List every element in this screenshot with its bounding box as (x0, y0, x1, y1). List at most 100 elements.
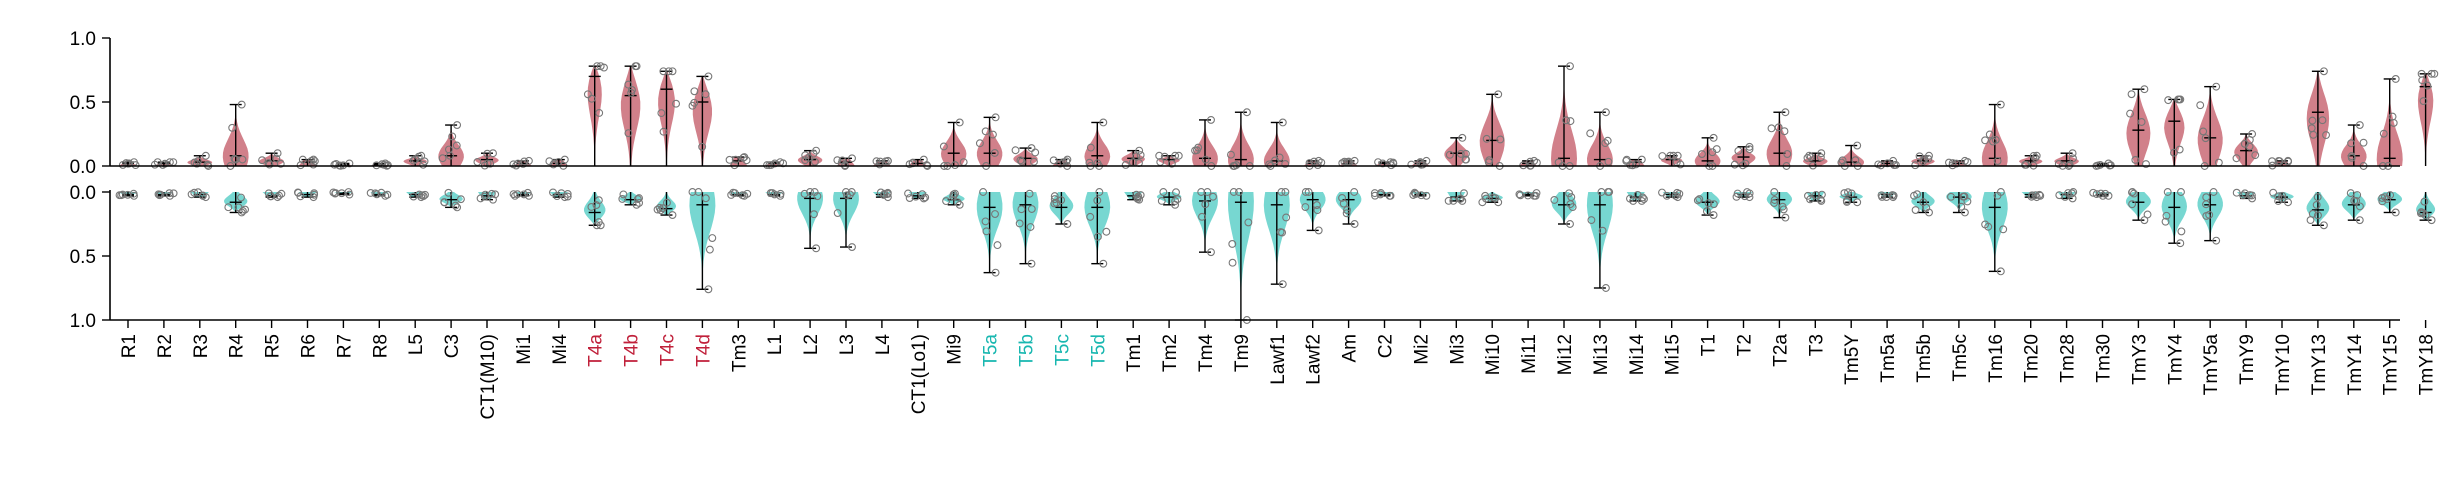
x-label-R4: R4 (227, 334, 248, 359)
x-label-TmY9: TmY9 (2237, 334, 2258, 385)
point-top-TmY18 (2419, 97, 2428, 106)
point-top-T4c (659, 127, 668, 136)
point-top-max-Lawf2 (1314, 156, 1323, 165)
point-top-T1 (1698, 150, 1706, 158)
point-bottom-TmY9 (2232, 188, 2241, 197)
point-bottom-T5c (1057, 196, 1066, 205)
point-bottom-L1 (768, 189, 777, 197)
point-top-T4c (659, 67, 668, 76)
point-top-max-Mi3 (1458, 133, 1467, 142)
point-top-Mi13 (1586, 129, 1595, 138)
point-bottom-T1 (1695, 195, 1704, 204)
point-top-Tm1 (1121, 161, 1130, 169)
point-bottom-Tm28 (2064, 189, 2073, 197)
point-bottom-TmY18 (2420, 197, 2429, 206)
point-bottom-T2a (1770, 188, 1779, 196)
point-top-T2 (1734, 146, 1743, 155)
point-bottom-T4d (688, 188, 697, 196)
point-bottom-TmY10 (2269, 188, 2278, 197)
x-label-Tm9: Tm9 (1232, 334, 1253, 372)
x-label-T3: T3 (1806, 334, 1827, 356)
point-bottom-Lawf1 (1282, 213, 1291, 222)
point-top-T3 (1816, 153, 1825, 162)
x-label-C2: C2 (1376, 334, 1397, 358)
point-top-L4 (875, 160, 884, 169)
point-bottom-Mi1 (513, 190, 522, 199)
point-bottom-Tm5c (1959, 192, 1968, 201)
point-bottom-TmY10 (2274, 197, 2283, 205)
point-bottom-Mi4 (563, 192, 572, 201)
point-bottom-max-T4a (596, 221, 605, 230)
point-bottom-R7 (331, 189, 340, 197)
point-bottom-max-Mi4 (560, 193, 569, 202)
point-top-R8 (378, 160, 387, 169)
point-bottom-max-R1 (130, 191, 138, 200)
point-top-max-TmY15 (2391, 75, 2400, 83)
point-bottom-CT1(Lo1) (904, 189, 913, 198)
point-top-max-T4b (632, 62, 641, 71)
point-top-Mi15 (1666, 151, 1675, 160)
x-label-Mi11: Mi11 (1519, 334, 1540, 374)
point-top-max-Tm28 (2068, 149, 2077, 158)
point-bottom-Tm2 (1157, 197, 1166, 205)
point-top-Mi13 (1601, 139, 1610, 148)
point-bottom-Tm5Y (1844, 188, 1852, 197)
point-top-TmY13 (2307, 124, 2316, 133)
point-top-T4c (672, 99, 680, 108)
x-label-Mi14: Mi14 (1627, 334, 1648, 376)
point-bottom-max-T3 (1817, 197, 1826, 205)
point-top-TmY5a (2196, 101, 2205, 110)
point-top-T5a (975, 139, 984, 148)
point-top-max-TmY4 (2176, 95, 2185, 104)
point-top-T4b (624, 129, 633, 138)
point-bottom-T5b (1025, 189, 1034, 198)
point-top-Mi1 (509, 160, 518, 169)
point-bottom-max-Mi12 (1566, 220, 1574, 228)
point-top-Tm20 (2022, 160, 2031, 169)
point-bottom-Tm20 (2036, 191, 2045, 200)
point-top-TmY13 (2322, 131, 2330, 140)
point-top-max-Tm1 (1135, 146, 1144, 155)
point-top-Mi1 (513, 159, 522, 168)
point-top-max-CT1(M10) (489, 149, 497, 158)
x-label-R5: R5 (263, 334, 284, 358)
point-bottom-TmY13 (2306, 216, 2315, 225)
x-label-T5a: T5a (981, 334, 1002, 367)
x-label-T5c: T5c (1052, 334, 1073, 366)
point-bottom-max-T4c (668, 211, 677, 219)
point-bottom-TmY9 (2240, 189, 2249, 198)
point-top-Tm3 (730, 161, 739, 170)
point-top-max-Tm5a (1889, 156, 1898, 165)
point-top-T4d (701, 90, 710, 99)
tick-group: 0.0 0.5 1.0 0.0 0.5 1.0 (70, 29, 2427, 332)
point-bottom-Tm4 (1203, 188, 1212, 196)
point-bottom-max-TmY4 (2176, 239, 2185, 248)
point-top-T5b (1030, 157, 1038, 166)
x-label-Tm1: Tm1 (1124, 334, 1145, 372)
point-bottom-max-Mi9 (955, 200, 964, 209)
point-bottom-max-T4b (632, 200, 641, 209)
point-top-Tm16 (1981, 136, 1990, 145)
point-top-max-T4c (668, 67, 677, 76)
point-bottom-Mi14 (1633, 190, 1642, 199)
point-top-Mi14 (1632, 160, 1640, 169)
point-top-Tm16 (1991, 135, 2000, 144)
point-bottom-max-Mi3 (1458, 197, 1467, 205)
x-label-Tm5c: Tm5c (1950, 334, 1971, 382)
point-bottom-R4 (224, 203, 233, 212)
x-label-TmY5a: TmY5a (2201, 334, 2222, 396)
point-bottom-max-Tm28 (2068, 194, 2077, 203)
point-bottom-max-L2 (812, 244, 821, 253)
point-bottom-TmY4 (2162, 211, 2171, 220)
point-top-Mi2 (1417, 160, 1426, 169)
point-top-T2 (1745, 145, 1754, 154)
point-top-C3 (438, 154, 447, 163)
point-top-Tm1 (1136, 151, 1145, 159)
point-bottom-L3 (846, 190, 854, 199)
point-bottom-TmY9 (2247, 191, 2256, 200)
point-top-R3 (193, 157, 202, 166)
point-bottom-Tm9 (1235, 188, 1243, 196)
point-top-TmY9 (2245, 142, 2254, 151)
x-label-Tm20: Tm20 (2022, 334, 2043, 383)
point-top-max-Tm5c (1960, 156, 1969, 165)
